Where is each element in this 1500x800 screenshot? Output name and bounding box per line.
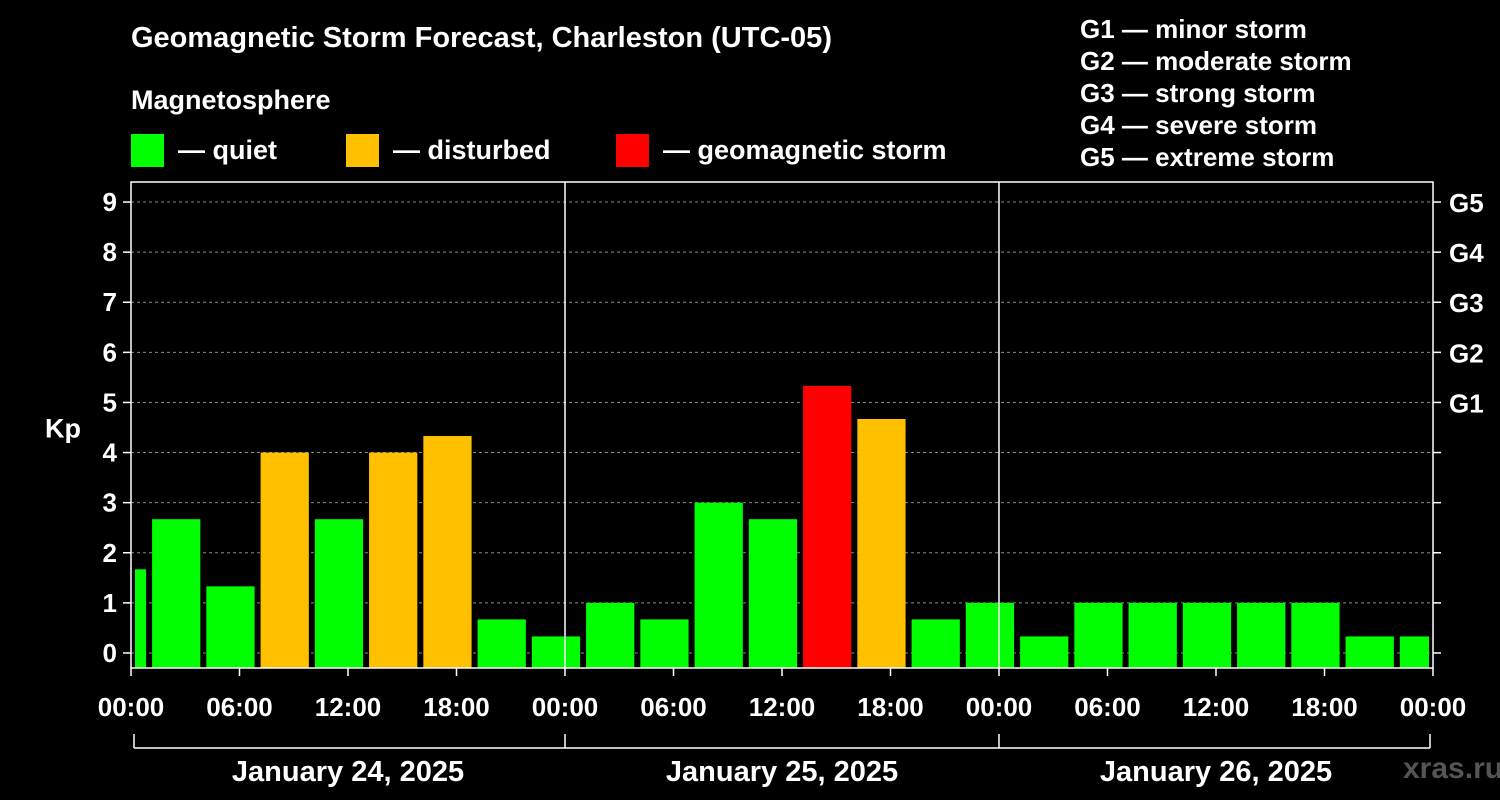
kp-bar (694, 502, 743, 668)
kp-bar (152, 519, 201, 668)
x-tick-label: 18:00 (857, 692, 924, 722)
kp-bar (260, 452, 309, 668)
x-tick-label: 06:00 (640, 692, 707, 722)
y-tick-label: 7 (103, 287, 117, 317)
g-description: G2 — moderate storm (1080, 46, 1352, 76)
x-tick-label: 00:00 (532, 692, 599, 722)
x-tick-label: 12:00 (1183, 692, 1250, 722)
kp-bar (1074, 602, 1123, 668)
kp-bar (423, 436, 472, 668)
g-description: G5 — extreme storm (1080, 142, 1335, 172)
g-scale-label: G1 (1449, 388, 1484, 418)
day-label: January 25, 2025 (666, 756, 898, 788)
legend-swatch-disturbed (346, 133, 379, 167)
kp-bar (803, 385, 852, 668)
g-description: G1 — minor storm (1080, 14, 1307, 44)
x-tick-label: 06:00 (1074, 692, 1141, 722)
legend-label-quiet: — quiet (178, 134, 277, 165)
legend-swatch-storm (616, 133, 649, 167)
day-label: January 24, 2025 (232, 756, 464, 788)
kp-bar (369, 452, 418, 668)
g-description: G3 — strong storm (1080, 78, 1316, 108)
kp-bar (206, 586, 255, 668)
y-tick-label: 5 (103, 387, 117, 417)
x-tick-label: 18:00 (423, 692, 490, 722)
legend-label-disturbed: — disturbed (393, 134, 551, 165)
kp-bar (314, 519, 364, 668)
kp-bar (1128, 602, 1177, 668)
kp-bar (1182, 602, 1232, 668)
x-tick-label: 12:00 (315, 692, 382, 722)
kp-bar (477, 619, 526, 668)
kp-bar (1020, 636, 1069, 668)
x-tick-label: 00:00 (1400, 692, 1467, 722)
y-tick-label: 8 (103, 237, 117, 267)
g-scale-descriptions: G1 — minor storm G2 — moderate storm G3 … (1080, 13, 1352, 173)
kp-bar (1345, 636, 1394, 668)
x-tick-label: 12:00 (749, 692, 816, 722)
kp-bar (586, 602, 635, 668)
legend-label-storm: — geomagnetic storm (663, 134, 947, 165)
legend-item-disturbed: — disturbed (346, 133, 551, 167)
kp-bar (1237, 602, 1286, 668)
legend-item-storm: — geomagnetic storm (616, 133, 947, 167)
legend-swatch-quiet (131, 133, 164, 167)
y-tick-label: 3 (103, 488, 117, 518)
g-description: G4 — severe storm (1080, 110, 1318, 140)
kp-bar (748, 519, 798, 668)
watermark: xras.ru (1403, 752, 1500, 785)
y-tick-label: 0 (103, 638, 117, 668)
kp-bar (857, 418, 906, 668)
kp-bar (911, 619, 960, 668)
kp-bar (1399, 636, 1429, 668)
kp-bar (1291, 602, 1340, 668)
kp-bar (531, 636, 581, 668)
y-tick-label: 4 (103, 438, 118, 468)
chart-title: Geomagnetic Storm Forecast, Charleston (… (131, 22, 832, 54)
y-axis-label: Kp (45, 414, 81, 444)
legend-title: Magnetosphere (131, 85, 331, 115)
y-tick-label: 6 (103, 337, 117, 367)
kp-bar (965, 602, 1015, 668)
y-tick-label: 2 (103, 538, 117, 568)
x-tick-label: 00:00 (98, 692, 165, 722)
g-scale-label: G5 (1449, 188, 1484, 218)
legend-item-quiet: — quiet (131, 133, 277, 167)
y-tick-label: 1 (103, 588, 117, 618)
g-scale-label: G2 (1449, 338, 1484, 368)
x-tick-label: 18:00 (1291, 692, 1358, 722)
y-tick-label: 9 (103, 187, 117, 217)
g-scale-label: G4 (1449, 238, 1484, 268)
day-label: January 26, 2025 (1100, 756, 1332, 788)
x-tick-label: 06:00 (206, 692, 273, 722)
x-tick-label: 00:00 (966, 692, 1033, 722)
kp-bar (135, 569, 147, 668)
g-scale-label: G3 (1449, 288, 1484, 318)
kp-bar (640, 619, 689, 668)
